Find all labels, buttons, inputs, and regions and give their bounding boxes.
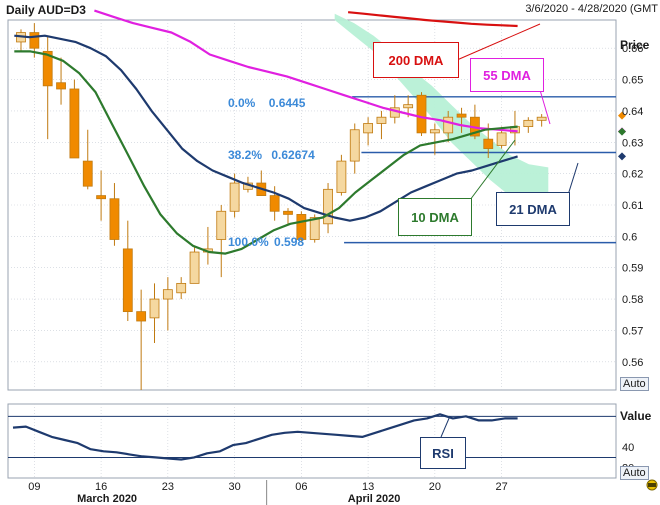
rsi-series-line <box>12 413 518 461</box>
rsi-panel-frame <box>7 403 617 479</box>
candle-body <box>496 132 507 146</box>
price-axis-title: Price <box>620 38 650 52</box>
dma-callouts <box>440 23 579 438</box>
candle-body <box>29 32 40 49</box>
date-tick-label: 27 <box>495 481 507 493</box>
candle-body <box>536 116 547 121</box>
candle-body <box>189 251 200 284</box>
candle-body <box>443 116 454 134</box>
callout-55-leader <box>539 89 551 125</box>
callout-rsi: RSI <box>420 437 466 469</box>
price-auto-button[interactable]: Auto <box>620 377 649 391</box>
price-tick-label: 0.66 <box>622 43 643 55</box>
price-tick-label: 0.56 <box>622 357 643 369</box>
callout-55-dma: 55 DMA <box>470 58 544 92</box>
candle-body <box>403 104 414 109</box>
chart-settings-icon[interactable] <box>646 479 658 491</box>
candle-body <box>269 195 280 212</box>
price-tick-label: 0.61 <box>622 200 643 212</box>
chart-header: Daily AUD=D3 3/6/2020 - 4/28/2020 (GMT <box>0 0 660 18</box>
candle-body <box>336 160 347 193</box>
candle-body <box>96 195 106 200</box>
fib-382-value: 0.62674 <box>271 148 315 162</box>
price-marker <box>618 152 626 161</box>
callout-10-leader <box>469 139 516 201</box>
candle-body <box>149 298 160 319</box>
price-tick-label: 0.63 <box>622 137 643 149</box>
price-tick-label: 0.64 <box>622 106 643 118</box>
fib-382-label: 38.2% 0.62674 <box>228 148 315 162</box>
price-tick-label: 0.6 <box>622 231 637 243</box>
callout-rsi-leader <box>440 415 451 438</box>
candle-body <box>349 129 360 162</box>
candle-body <box>56 82 66 90</box>
fib-382-pct: 38.2% <box>228 148 263 162</box>
candle-body <box>363 123 374 134</box>
dma-10-line <box>14 50 518 255</box>
dma-55-line <box>94 9 518 133</box>
callout-21-leader <box>567 162 579 196</box>
rsi-tick-label: 40 <box>622 442 634 454</box>
price-marker <box>618 127 626 136</box>
candle-body <box>229 182 240 212</box>
candle-body <box>416 94 427 134</box>
date-tick-label: 16 <box>95 481 107 493</box>
rsi-auto-button[interactable]: Auto <box>620 466 649 480</box>
price-tick-label: 0.62 <box>622 169 643 181</box>
candle-body <box>176 282 187 294</box>
callout-10-dma: 10 DMA <box>398 198 472 236</box>
price-tick-label: 0.59 <box>622 263 643 275</box>
rsi-axis-title: Value <box>620 409 652 423</box>
candle-body <box>309 217 320 240</box>
date-tick-label: 13 <box>362 481 374 493</box>
instrument-title: Daily AUD=D3 <box>6 3 86 17</box>
candle-body <box>216 210 227 240</box>
fib-100-value: 0.598 <box>274 235 305 249</box>
candle-body <box>376 116 387 124</box>
fib-0-label: 0.0% 0.6445 <box>228 96 305 110</box>
price-axis: 0.66 0.65 0.64 0.63 0.62 0.61 0.6 0.59 0.58 0.57 0… <box>622 43 643 475</box>
candle-body <box>42 50 53 87</box>
fib-0-value: 0.6445 <box>268 96 306 110</box>
fib-100-pct: 100.0% <box>228 235 269 249</box>
date-tick-label: 09 <box>28 481 40 493</box>
candle-body <box>323 188 333 225</box>
dma-200-line <box>347 11 518 28</box>
dma-21-line <box>14 34 518 222</box>
candle-body <box>82 160 93 187</box>
candle-body <box>523 119 534 128</box>
date-range: 3/6/2020 - 4/28/2020 (GMT <box>525 3 658 15</box>
candle-body <box>136 311 147 322</box>
candle-body <box>483 138 494 149</box>
date-tick-label: 06 <box>295 481 307 493</box>
price-tick-label: 0.58 <box>622 294 643 306</box>
callout-21-dma: 21 DMA <box>496 192 570 226</box>
candle-body <box>122 248 133 313</box>
candle-body <box>429 129 440 134</box>
price-tick-label: 0.57 <box>622 325 643 337</box>
price-marker <box>618 111 626 120</box>
candle-body <box>162 289 173 300</box>
fib-0-pct: 0.0% <box>228 96 256 110</box>
price-tick-label: 0.65 <box>622 75 643 87</box>
fib-100-label: 100.0% 0.598 <box>228 235 304 249</box>
month-label: April 2020 <box>348 493 401 505</box>
candle-body <box>456 113 467 118</box>
rsi-line <box>8 413 616 461</box>
candle-body <box>69 88 80 159</box>
candle-body <box>296 214 307 240</box>
callout-200-dma: 200 DMA <box>373 42 459 78</box>
callout-200-leader <box>456 23 541 61</box>
date-tick-label: 30 <box>228 481 240 493</box>
candle-body <box>283 210 293 215</box>
candle-body <box>109 198 120 240</box>
date-tick-label: 23 <box>162 481 174 493</box>
date-tick-label: 20 <box>429 481 441 493</box>
month-label: March 2020 <box>77 493 137 505</box>
moving-averages <box>14 9 626 255</box>
